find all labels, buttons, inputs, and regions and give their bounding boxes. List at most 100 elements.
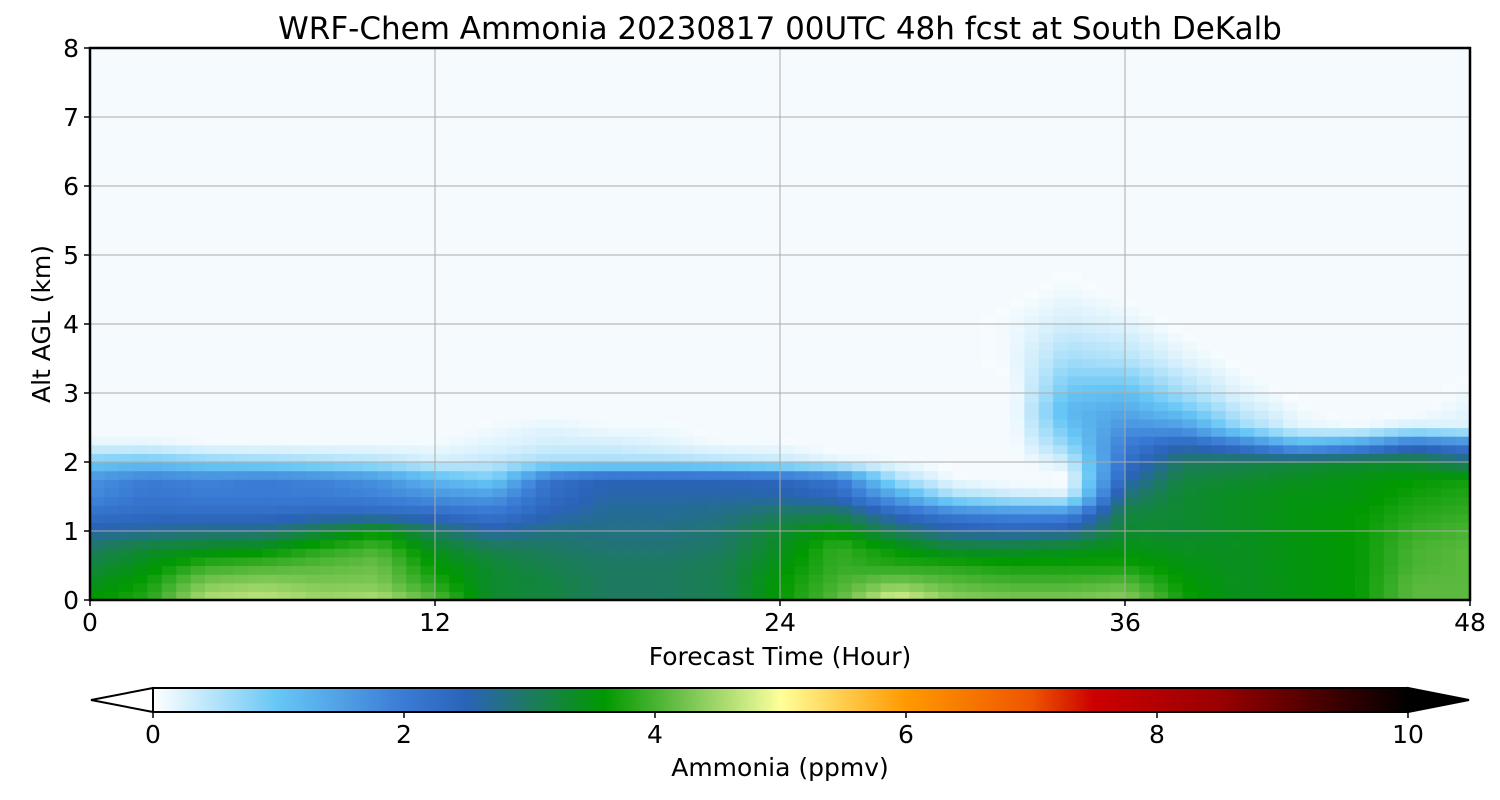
- heatmap-cell: [1283, 367, 1299, 377]
- heatmap-cell: [1426, 393, 1442, 403]
- heatmap-cell: [1441, 349, 1457, 360]
- heatmap-cell: [1369, 160, 1385, 170]
- heatmap-cell: [391, 306, 407, 316]
- heatmap-cell: [1110, 194, 1126, 204]
- heatmap-cell: [1024, 211, 1040, 222]
- heatmap-cell: [535, 548, 551, 558]
- heatmap-cell: [449, 160, 465, 170]
- heatmap-cell: [248, 444, 264, 454]
- heatmap-cell: [1096, 470, 1112, 480]
- heatmap-cell: [1283, 505, 1299, 515]
- heatmap-cell: [176, 410, 192, 420]
- heatmap-cell: [564, 427, 580, 437]
- heatmap-cell: [1441, 470, 1457, 480]
- heatmap-cell: [1383, 444, 1399, 454]
- heatmap-cell: [621, 332, 637, 342]
- heatmap-cell: [1455, 280, 1471, 291]
- heatmap-cell: [1024, 203, 1040, 213]
- heatmap-cell: [1196, 539, 1212, 549]
- heatmap-cell: [435, 203, 450, 213]
- heatmap-cell: [1283, 298, 1299, 308]
- heatmap-cell: [1441, 384, 1457, 394]
- heatmap-cell: [506, 539, 522, 549]
- heatmap-cell: [406, 324, 422, 334]
- heatmap-cell: [780, 220, 795, 230]
- heatmap-cell: [276, 160, 292, 170]
- heatmap-cell: [564, 505, 580, 515]
- heatmap-cell: [176, 358, 192, 368]
- heatmap-cell: [1139, 289, 1155, 299]
- heatmap-cell: [1168, 591, 1184, 601]
- heatmap-cell: [478, 349, 494, 360]
- heatmap-cell: [1125, 246, 1140, 256]
- heatmap-cell: [506, 186, 522, 196]
- heatmap-cell: [851, 496, 867, 506]
- heatmap-cell: [880, 324, 896, 334]
- heatmap-cell: [161, 341, 177, 351]
- heatmap-cell: [377, 358, 393, 368]
- heatmap-cell: [1311, 324, 1327, 334]
- heatmap-cell: [1125, 263, 1140, 273]
- heatmap-cell: [276, 255, 292, 265]
- heatmap-cell: [866, 367, 882, 377]
- heatmap-cell: [909, 479, 925, 489]
- heatmap-cell: [190, 505, 206, 515]
- heatmap-cell: [708, 255, 724, 265]
- heatmap-cell: [823, 375, 839, 385]
- heatmap-cell: [233, 574, 249, 584]
- heatmap-cell: [1053, 427, 1069, 437]
- heatmap-cell: [492, 324, 508, 334]
- heatmap-cell: [1139, 151, 1155, 161]
- heatmap-cell: [607, 410, 623, 420]
- heatmap-cell: [1139, 237, 1155, 247]
- heatmap-cell: [780, 427, 795, 437]
- heatmap-cell: [1139, 470, 1155, 480]
- heatmap-cell: [665, 289, 680, 299]
- heatmap-cell: [276, 522, 292, 532]
- heatmap-cell: [736, 151, 752, 161]
- heatmap-cell: [665, 246, 680, 256]
- heatmap-cell: [1038, 470, 1054, 480]
- heatmap-cell: [262, 462, 278, 472]
- heatmap-cell: [636, 306, 652, 316]
- heatmap-cell: [751, 263, 767, 273]
- heatmap-cell: [320, 444, 335, 454]
- heatmap-cell: [535, 574, 551, 584]
- heatmap-cell: [506, 384, 522, 394]
- heatmap-cell: [320, 177, 335, 187]
- heatmap-cell: [1182, 306, 1198, 316]
- heatmap-cell: [593, 306, 609, 316]
- heatmap-cell: [1455, 263, 1471, 273]
- heatmap-cell: [363, 246, 379, 256]
- heatmap-cell: [780, 324, 795, 334]
- heatmap-cell: [406, 582, 422, 592]
- heatmap-cell: [90, 393, 105, 403]
- heatmap-cell: [1225, 444, 1241, 454]
- heatmap-cell: [1340, 513, 1356, 523]
- heatmap-cell: [966, 186, 982, 196]
- heatmap-cell: [377, 168, 393, 178]
- heatmap-cell: [1168, 418, 1184, 429]
- heatmap-cell: [1340, 255, 1356, 265]
- heatmap-cell: [305, 220, 321, 230]
- heatmap-cell: [334, 418, 350, 429]
- heatmap-cell: [363, 410, 379, 420]
- heatmap-cell: [1225, 298, 1241, 308]
- heatmap-cell: [276, 324, 292, 334]
- heatmap-cell: [1024, 349, 1040, 360]
- heatmap-cell: [248, 203, 264, 213]
- heatmap-cell: [808, 548, 824, 558]
- heatmap-cell: [1398, 220, 1414, 230]
- heatmap-cell: [966, 410, 982, 420]
- heatmap-cell: [938, 375, 954, 385]
- heatmap-cell: [1081, 375, 1097, 385]
- heatmap-cell: [377, 203, 393, 213]
- heatmap-cell: [420, 237, 436, 247]
- heatmap-cell: [665, 280, 680, 291]
- heatmap-cell: [104, 556, 120, 567]
- heatmap-cell: [1311, 375, 1327, 385]
- heatmap-cell: [1326, 548, 1342, 558]
- heatmap-cell: [506, 358, 522, 368]
- heatmap-cell: [133, 358, 149, 368]
- heatmap-cell: [708, 427, 724, 437]
